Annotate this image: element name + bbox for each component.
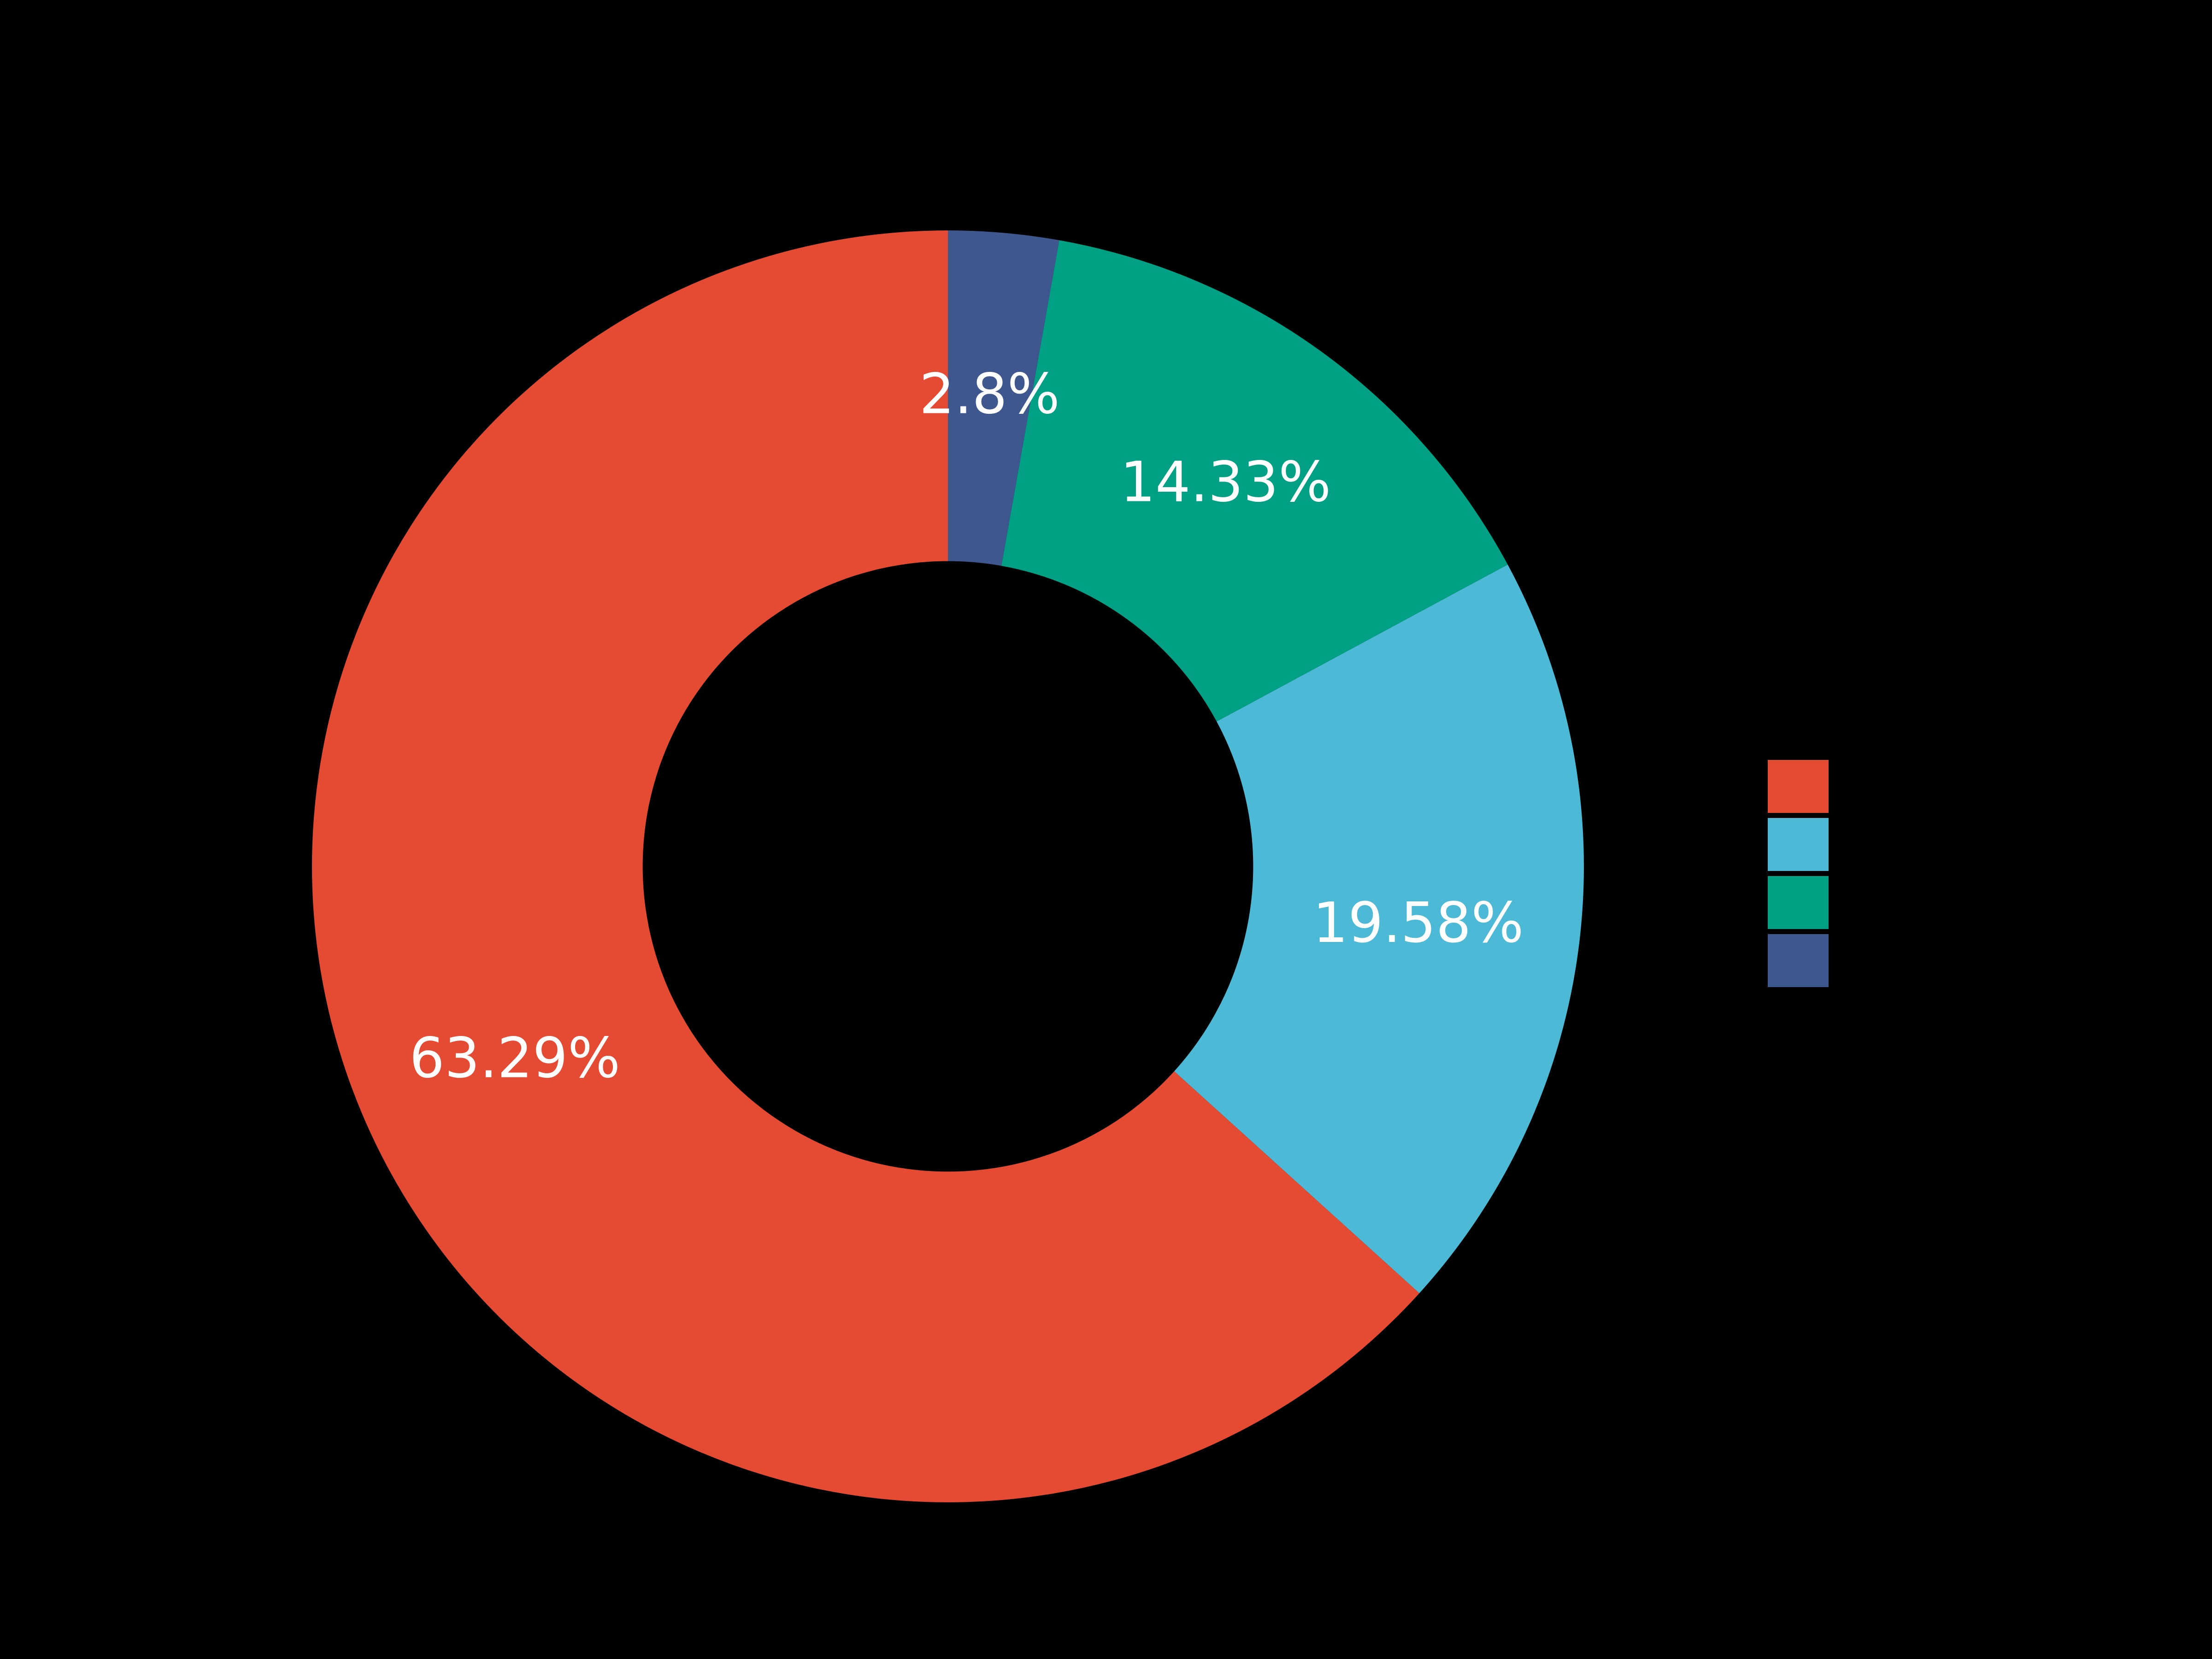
legend-swatch-0 bbox=[1768, 760, 1829, 813]
pie-slice-red bbox=[312, 230, 1420, 1502]
pie-slice-navy bbox=[948, 230, 1059, 566]
pct-label-slice-cyan: 19.58% bbox=[1313, 891, 1524, 955]
legend-swatch-2 bbox=[1768, 876, 1829, 929]
pct-label-slice-red: 63.29% bbox=[409, 1026, 620, 1090]
pie-slice-green bbox=[1001, 240, 1508, 722]
percentage-labels: 63.29% 19.58% 14.33% 2.8% bbox=[409, 362, 1524, 1090]
pie-slice-cyan bbox=[1174, 565, 1584, 1294]
pie-slices bbox=[312, 230, 1584, 1502]
legend-swatch-1 bbox=[1768, 818, 1829, 871]
pct-label-slice-navy: 2.8% bbox=[919, 362, 1060, 426]
legend-swatch-3 bbox=[1768, 934, 1829, 987]
pct-label-slice-green: 14.33% bbox=[1120, 450, 1331, 514]
legend bbox=[1768, 760, 1829, 987]
